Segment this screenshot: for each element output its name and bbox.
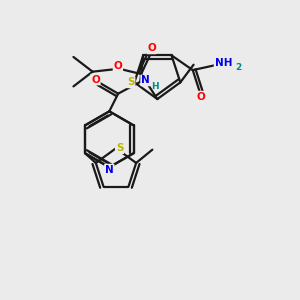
Text: O: O xyxy=(113,61,122,71)
Text: NH: NH xyxy=(214,58,232,68)
Text: O: O xyxy=(147,44,156,53)
Text: 2: 2 xyxy=(235,63,241,72)
Text: N: N xyxy=(105,165,114,175)
Text: H: H xyxy=(151,82,159,91)
Text: N: N xyxy=(141,75,150,85)
Text: S: S xyxy=(116,143,123,153)
Text: O: O xyxy=(197,92,206,102)
Text: S: S xyxy=(127,77,135,87)
Text: O: O xyxy=(91,74,100,85)
